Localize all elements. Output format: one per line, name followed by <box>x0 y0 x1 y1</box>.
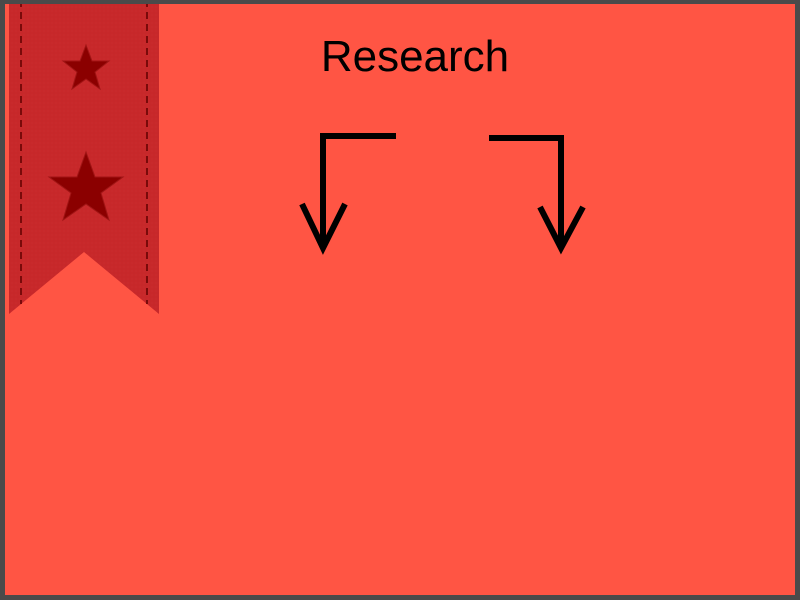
branch-arrows <box>299 133 586 255</box>
right-branch-arrow <box>489 135 586 255</box>
star-icon <box>47 150 125 222</box>
slide-title: Research <box>320 32 510 81</box>
star-icon <box>61 43 111 91</box>
ribbon-bookmark <box>9 4 159 314</box>
left-branch-arrow <box>299 133 396 255</box>
